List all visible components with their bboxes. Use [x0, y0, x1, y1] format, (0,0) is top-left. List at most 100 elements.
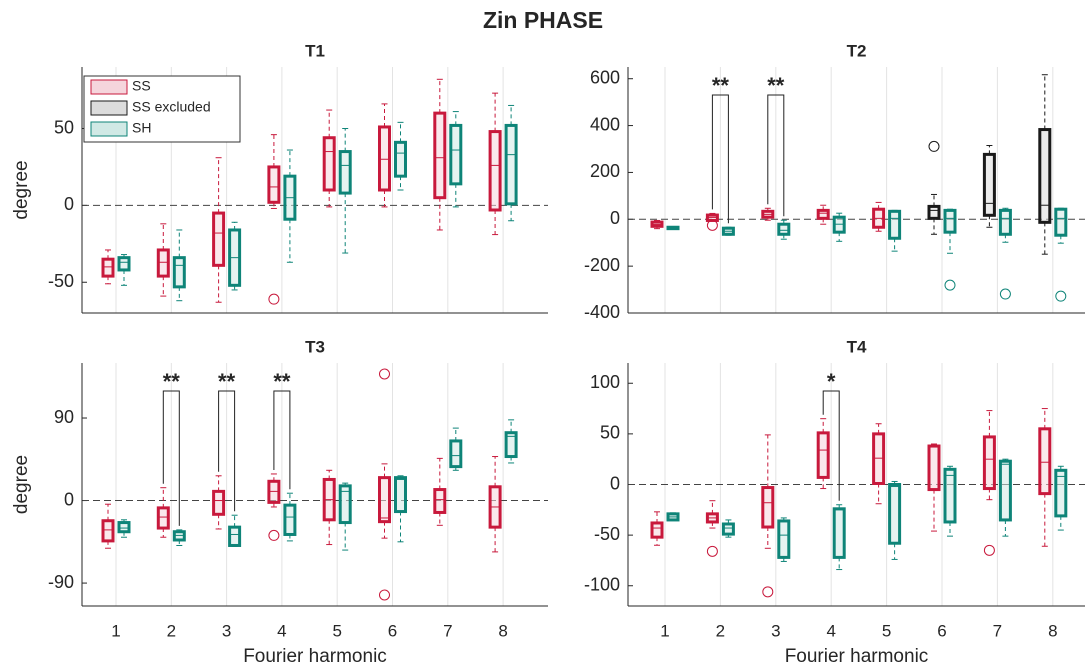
- x-axis-label: Fourier harmonic: [243, 646, 387, 667]
- figure-title: Zin PHASE: [483, 7, 603, 33]
- y-axis-label: degree: [11, 160, 32, 219]
- legend: SS SS excluded SH: [83, 75, 241, 143]
- box: [927, 204, 941, 220]
- box: [117, 521, 131, 534]
- y-tick-label: 0: [610, 473, 620, 493]
- outlier: [706, 219, 718, 231]
- y-tick-label: 0: [610, 208, 620, 228]
- box: [1038, 427, 1052, 496]
- x-tick-label: 5: [882, 621, 891, 640]
- box: [982, 152, 996, 217]
- significance-bracket: [711, 94, 729, 224]
- x-tick-label: 6: [388, 621, 397, 640]
- x-tick-label: 4: [826, 621, 835, 640]
- x-tick-label: 7: [993, 621, 1002, 640]
- y-tick-label: -400: [584, 302, 620, 322]
- box: [927, 444, 941, 492]
- box: [488, 130, 502, 212]
- outlier: [762, 586, 774, 598]
- significance-bracket: [218, 390, 236, 512]
- significance-bracket: [822, 390, 840, 501]
- y-tick-label: 400: [590, 114, 620, 134]
- x-tick-label: 8: [1048, 621, 1057, 640]
- box: [449, 123, 463, 186]
- box: [650, 521, 664, 539]
- y-tick-label: 50: [600, 423, 620, 443]
- outlier: [928, 140, 940, 152]
- box: [998, 459, 1012, 522]
- box: [156, 506, 170, 530]
- box: [322, 136, 336, 192]
- box: [449, 439, 463, 469]
- subplot: T3 1 2 3 4 5 6 7 8 -90 0 90 degree Fourier harmonic **…: [11, 337, 548, 667]
- legend-label: SH: [132, 120, 151, 136]
- x-tick-label: 1: [111, 621, 120, 640]
- y-tick-label: 600: [590, 67, 620, 87]
- outlier: [999, 288, 1011, 300]
- box: [982, 435, 996, 491]
- box: [101, 257, 115, 278]
- legend-swatch: [90, 100, 128, 116]
- legend-label: SS: [132, 78, 151, 94]
- box: [872, 432, 886, 485]
- outlier: [379, 589, 390, 601]
- box: [1054, 468, 1068, 518]
- box: [816, 208, 830, 220]
- box: [721, 522, 735, 536]
- box: [943, 208, 957, 234]
- box: [394, 140, 407, 178]
- y-axis-label: degree: [11, 455, 32, 514]
- x-tick-label: 7: [443, 621, 452, 640]
- y-tick-label: 0: [64, 489, 74, 509]
- y-tick-label: 200: [590, 161, 620, 181]
- legend-swatch: [90, 79, 128, 95]
- significance-label: **: [712, 73, 730, 98]
- x-tick-label: 2: [167, 621, 176, 640]
- box: [117, 256, 131, 272]
- box: [172, 256, 186, 289]
- x-tick-label: 3: [771, 621, 780, 640]
- y-tick-label: 0: [64, 194, 74, 214]
- box: [101, 519, 115, 543]
- y-tick-label: -50: [48, 271, 74, 291]
- x-tick-label: 2: [716, 621, 725, 640]
- box: [943, 467, 957, 524]
- box: [433, 488, 447, 514]
- box: [338, 150, 352, 195]
- box: [212, 489, 226, 516]
- outlier: [706, 545, 718, 557]
- y-tick-label: 50: [54, 117, 74, 137]
- box: [267, 165, 281, 204]
- outlier: [983, 544, 995, 556]
- box: [212, 211, 226, 267]
- box: [1038, 128, 1052, 224]
- subplot: T1 -50 0 50 degree: [11, 41, 548, 314]
- box: [1054, 207, 1068, 237]
- box: [761, 486, 775, 529]
- outlier: [1055, 290, 1067, 302]
- box: [888, 483, 902, 545]
- y-tick-label: -90: [48, 572, 74, 592]
- y-tick-label: -200: [584, 255, 620, 275]
- box: [378, 125, 391, 192]
- x-tick-label: 6: [937, 621, 946, 640]
- y-tick-label: 100: [590, 372, 620, 392]
- subplot-title: T2: [847, 41, 867, 60]
- box: [504, 123, 518, 206]
- significance-bracket: [273, 390, 291, 490]
- significance-label: **: [767, 73, 785, 98]
- significance-label: **: [163, 369, 181, 394]
- y-tick-label: -100: [584, 575, 620, 595]
- outlier: [379, 368, 390, 380]
- outlier: [944, 279, 956, 291]
- subplot: T2 -400 -200 0 200 400 600 ** **: [584, 41, 1085, 322]
- subplot: T4 1 2 3 4 5 6 7 8 -100 -50 0 50 100 Fourier harmonic *: [584, 337, 1085, 667]
- box: [504, 431, 518, 459]
- significance-label: **: [218, 369, 236, 394]
- x-tick-label: 4: [277, 621, 286, 640]
- significance-bracket: [767, 94, 785, 217]
- box: [816, 431, 830, 479]
- legend-label: SS excluded: [132, 99, 211, 115]
- subplot-title: T1: [305, 41, 325, 60]
